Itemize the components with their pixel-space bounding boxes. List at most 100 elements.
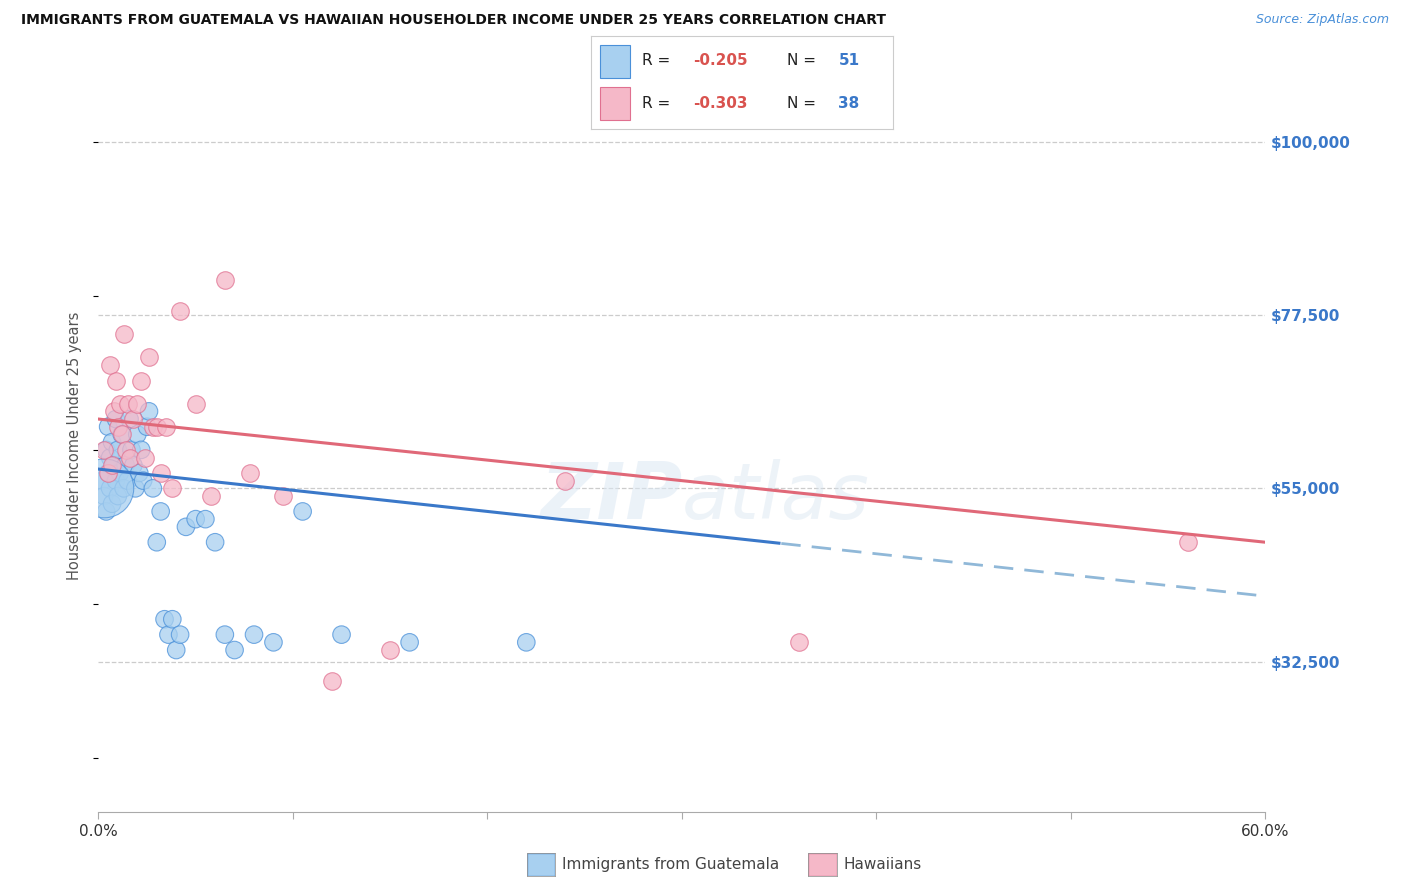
Point (149, 504, 172, 518)
Point (98, 358, 121, 372)
Point (138, 404, 160, 418)
Text: Source: ZipAtlas.com: Source: ZipAtlas.com (1256, 13, 1389, 27)
Point (165, 643, 187, 657)
Text: ZIP: ZIP (540, 459, 682, 535)
Point (1177, 535, 1199, 549)
Point (321, 673, 343, 688)
Point (117, 474, 139, 488)
Point (149, 466, 172, 480)
Point (124, 481, 146, 495)
Point (155, 419, 177, 434)
Point (114, 458, 136, 473)
Point (330, 627, 353, 641)
Point (107, 419, 129, 434)
Point (515, 635, 537, 649)
FancyBboxPatch shape (599, 45, 630, 78)
Point (107, 442, 129, 457)
Point (103, 458, 125, 473)
Point (108, 466, 131, 480)
Point (162, 481, 184, 495)
Point (142, 419, 165, 434)
Point (224, 643, 246, 657)
Point (214, 273, 236, 287)
Point (118, 412, 141, 426)
Point (204, 535, 226, 549)
Point (134, 450, 156, 465)
Point (127, 427, 149, 442)
Text: R =: R = (643, 95, 675, 111)
FancyBboxPatch shape (599, 87, 630, 120)
Point (291, 504, 314, 518)
Point (142, 481, 165, 495)
Point (378, 643, 402, 657)
Point (129, 442, 152, 457)
Point (184, 397, 207, 411)
Text: Hawaiians: Hawaiians (844, 857, 922, 871)
Point (101, 458, 124, 473)
Point (200, 489, 222, 503)
Text: Immigrants from Guatemala: Immigrants from Guatemala (562, 857, 780, 871)
Text: 51: 51 (838, 54, 859, 69)
Text: -0.303: -0.303 (693, 95, 748, 111)
Point (108, 397, 131, 411)
Point (104, 412, 127, 426)
Point (98, 481, 121, 495)
Point (112, 481, 135, 495)
Point (114, 442, 136, 457)
Point (271, 489, 294, 503)
Point (111, 427, 134, 442)
Point (91, 474, 114, 488)
Point (104, 374, 127, 388)
Point (97, 419, 120, 434)
Point (398, 635, 420, 649)
Point (93, 442, 115, 457)
Point (194, 512, 217, 526)
Point (101, 497, 124, 511)
Point (554, 474, 576, 488)
Point (174, 520, 197, 534)
Point (122, 412, 145, 426)
Point (96, 442, 118, 457)
Point (243, 627, 266, 641)
Point (93, 489, 115, 503)
Point (169, 304, 191, 318)
Y-axis label: Householder Income Under 25 years: Householder Income Under 25 years (67, 312, 83, 580)
Point (117, 397, 139, 411)
Point (129, 374, 152, 388)
Point (118, 450, 141, 465)
Point (107, 489, 129, 503)
Text: atlas: atlas (682, 459, 870, 535)
Point (127, 397, 149, 411)
Point (121, 442, 143, 457)
Point (146, 419, 169, 434)
Point (98, 450, 121, 465)
Text: N =: N = (787, 54, 821, 69)
Point (184, 512, 207, 526)
Point (97, 466, 120, 480)
Point (128, 466, 150, 480)
Point (239, 466, 262, 480)
Text: 38: 38 (838, 95, 859, 111)
Point (104, 474, 127, 488)
Point (97, 466, 120, 480)
Point (138, 351, 160, 365)
Point (122, 458, 145, 473)
Point (153, 612, 176, 626)
Point (146, 535, 169, 549)
Text: R =: R = (643, 54, 675, 69)
Point (136, 419, 159, 434)
Point (157, 627, 180, 641)
Text: -0.205: -0.205 (693, 54, 748, 69)
Point (112, 327, 135, 342)
Point (103, 404, 125, 418)
Point (787, 635, 810, 649)
Point (162, 612, 184, 626)
Point (93, 481, 115, 495)
Point (214, 627, 236, 641)
Point (169, 627, 191, 641)
Point (101, 435, 124, 450)
Point (262, 635, 284, 649)
Point (132, 474, 155, 488)
Text: IMMIGRANTS FROM GUATEMALA VS HAWAIIAN HOUSEHOLDER INCOME UNDER 25 YEARS CORRELAT: IMMIGRANTS FROM GUATEMALA VS HAWAIIAN HO… (21, 13, 886, 28)
Point (111, 427, 134, 442)
